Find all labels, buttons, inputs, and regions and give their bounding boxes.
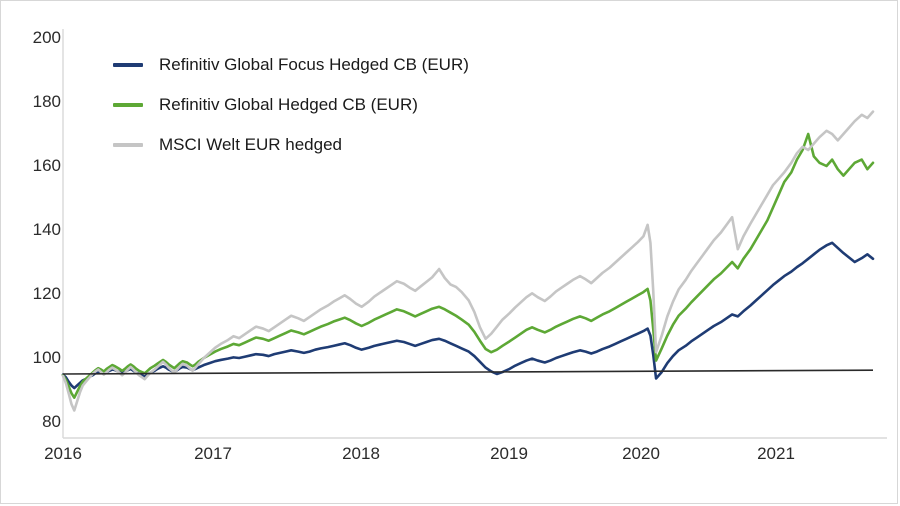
x-tick-2021: 2021 [757,444,795,463]
legend-item-msci-welt: MSCI Welt EUR hedged [113,125,469,165]
legend-swatch-gray [113,143,143,147]
x-tick-2019: 2019 [490,444,528,463]
legend-label-focus-hedged: Refinitiv Global Focus Hedged CB (EUR) [159,55,469,74]
y-tick-160: 160 [32,156,61,175]
y-tick-180: 180 [32,92,61,111]
chart-legend: Refinitiv Global Focus Hedged CB (EUR) R… [113,45,469,165]
x-tick-2018: 2018 [342,444,380,463]
series-paths [61,110,875,412]
series-line-2 [61,110,875,412]
legend-item-global-hedged: Refinitiv Global Hedged CB (EUR) [113,85,469,125]
axis-lines [62,29,887,439]
legend-item-focus-hedged: Refinitiv Global Focus Hedged CB (EUR) [113,45,469,85]
legend-swatch-navy [113,63,143,67]
legend-label-global-hedged: Refinitiv Global Hedged CB (EUR) [159,95,418,114]
x-tick-2020: 2020 [622,444,660,463]
series-line-0 [61,241,875,390]
legend-label-msci-welt: MSCI Welt EUR hedged [159,135,342,154]
series-line-1 [61,132,875,399]
x-tick-2017: 2017 [194,444,232,463]
x-tick-2016: 2016 [44,444,82,463]
y-tick-140: 140 [32,220,61,239]
y-tick-120: 120 [32,284,61,303]
y-tick-200: 200 [32,28,61,47]
y-tick-80: 80 [42,412,61,431]
legend-swatch-green [113,103,143,107]
reference-baseline-line [62,369,874,375]
y-tick-100: 100 [32,348,61,367]
reference-line [62,369,874,375]
